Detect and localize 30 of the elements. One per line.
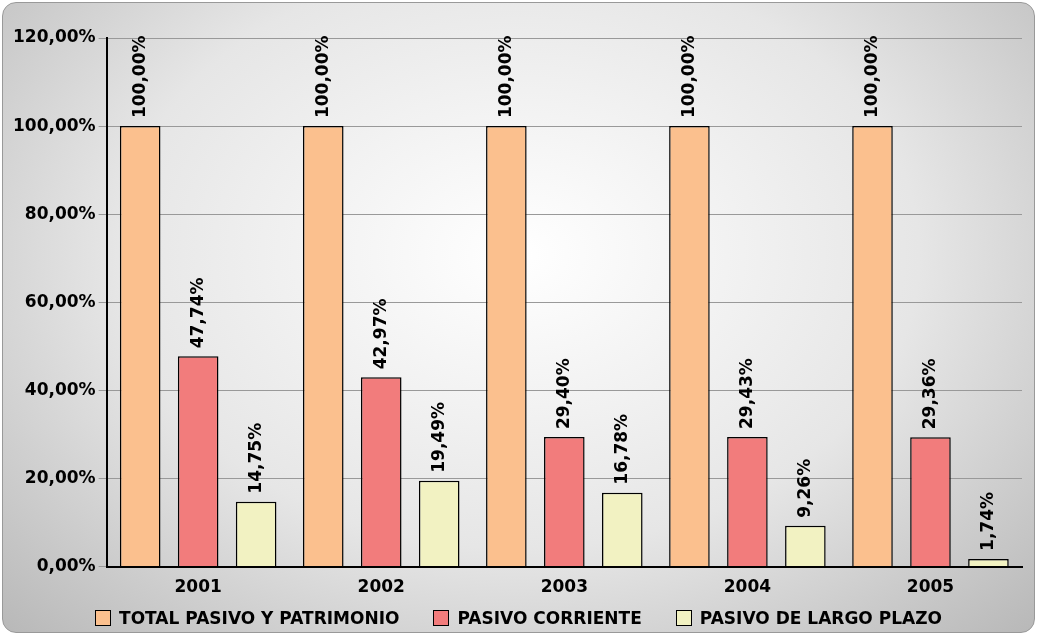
data-label: 42,97%	[369, 298, 390, 370]
data-label: 14,75%	[244, 422, 265, 494]
data-label: 100,00%	[860, 35, 881, 119]
data-label: 29,40%	[552, 358, 573, 430]
x-tick-label: 2002	[357, 576, 405, 597]
y-tick-label: 40,00%	[24, 378, 96, 399]
x-tick-label: 2003	[540, 576, 588, 597]
x-tick-label: 2001	[174, 576, 222, 597]
data-label: 100,00%	[128, 35, 149, 119]
legend-label: PASIVO DE LARGO PLAZO	[699, 608, 942, 628]
data-label: 1,74%	[976, 491, 997, 551]
y-tick-label: 20,00%	[24, 466, 96, 487]
data-label: 100,00%	[494, 35, 515, 119]
data-label: 29,43%	[735, 358, 756, 429]
data-label: 29,36%	[918, 358, 939, 430]
y-tick-label: 120,00%	[12, 26, 96, 47]
y-tick-label: 60,00%	[24, 290, 96, 311]
data-label: 100,00%	[311, 35, 332, 119]
data-label: 19,49%	[427, 401, 448, 473]
y-tick-label: 100,00%	[12, 114, 96, 135]
data-label: 100,00%	[677, 35, 698, 119]
y-tick-label: 0,00%	[36, 555, 96, 576]
x-tick-label: 2004	[723, 576, 772, 597]
data-label: 16,78%	[610, 413, 631, 485]
legend-label: PASIVO CORRIENTE	[457, 608, 642, 628]
text: TOTAL PASIVO Y PATRIMONIO	[119, 608, 400, 628]
x-tick-label: 2005	[906, 576, 955, 597]
data-label: 47,74%	[186, 277, 207, 349]
data-label: 9,26%	[793, 458, 814, 518]
y-tick-label: 80,00%	[24, 202, 96, 223]
